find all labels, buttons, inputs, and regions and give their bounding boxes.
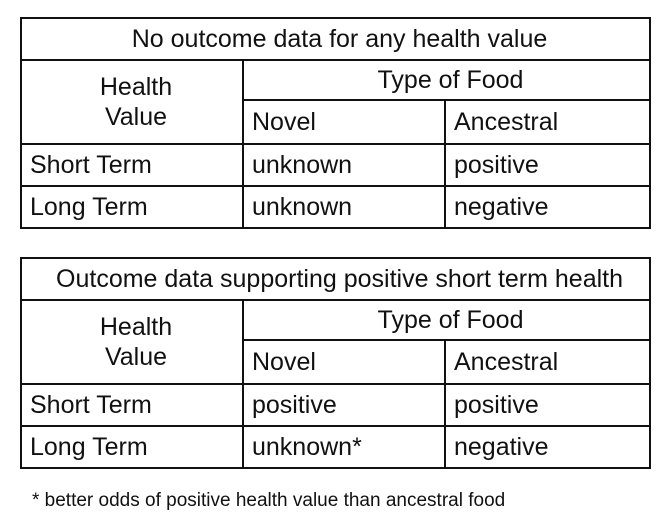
row-label-short-term: Short Term xyxy=(20,143,244,187)
cell-novel-short-term: positive xyxy=(242,383,446,427)
table-row: Long Term unknown negative xyxy=(20,185,652,229)
table-row: Short Term unknown positive xyxy=(20,143,652,187)
health-label-line1: Health xyxy=(99,73,173,101)
health-label-line2: Value xyxy=(104,343,168,371)
table-title: No outcome data for any health value xyxy=(19,17,652,61)
column-header-ancestral: Ancestral xyxy=(443,339,652,385)
row-label-long-term: Long Term xyxy=(20,425,244,469)
health-label-line2: Value xyxy=(104,103,168,131)
column-header-novel: Novel xyxy=(242,99,446,145)
cell-ancestral-long-term: negative xyxy=(443,425,652,469)
column-header-novel: Novel xyxy=(242,339,446,385)
row-label-short-term: Short Term xyxy=(20,383,244,427)
cell-novel-long-term: unknown xyxy=(242,185,446,229)
row-label-long-term: Long Term xyxy=(20,185,244,229)
cell-novel-short-term: unknown xyxy=(242,143,446,187)
cell-novel-long-term: unknown* xyxy=(242,425,446,469)
table-row: Short Term positive positive xyxy=(20,383,652,427)
no-outcome-data-table: No outcome data for any health value Hea… xyxy=(19,17,652,229)
health-value-header: Health Value xyxy=(20,59,244,145)
type-of-food-header: Type of Food xyxy=(241,299,652,341)
column-header-ancestral: Ancestral xyxy=(443,99,652,145)
cell-ancestral-long-term: negative xyxy=(443,185,652,229)
cell-ancestral-short-term: positive xyxy=(443,143,652,187)
table-title: Outcome data supporting positive short t… xyxy=(19,257,652,301)
footnote: * better odds of positive health value t… xyxy=(32,490,506,511)
type-of-food-header: Type of Food xyxy=(241,59,652,101)
health-label-line1: Health xyxy=(99,313,173,341)
cell-ancestral-short-term: positive xyxy=(443,383,652,427)
health-value-header: Health Value xyxy=(20,299,244,385)
table-row: Long Term unknown* negative xyxy=(20,425,652,469)
positive-short-term-outcome-table: Outcome data supporting positive short t… xyxy=(19,257,652,469)
